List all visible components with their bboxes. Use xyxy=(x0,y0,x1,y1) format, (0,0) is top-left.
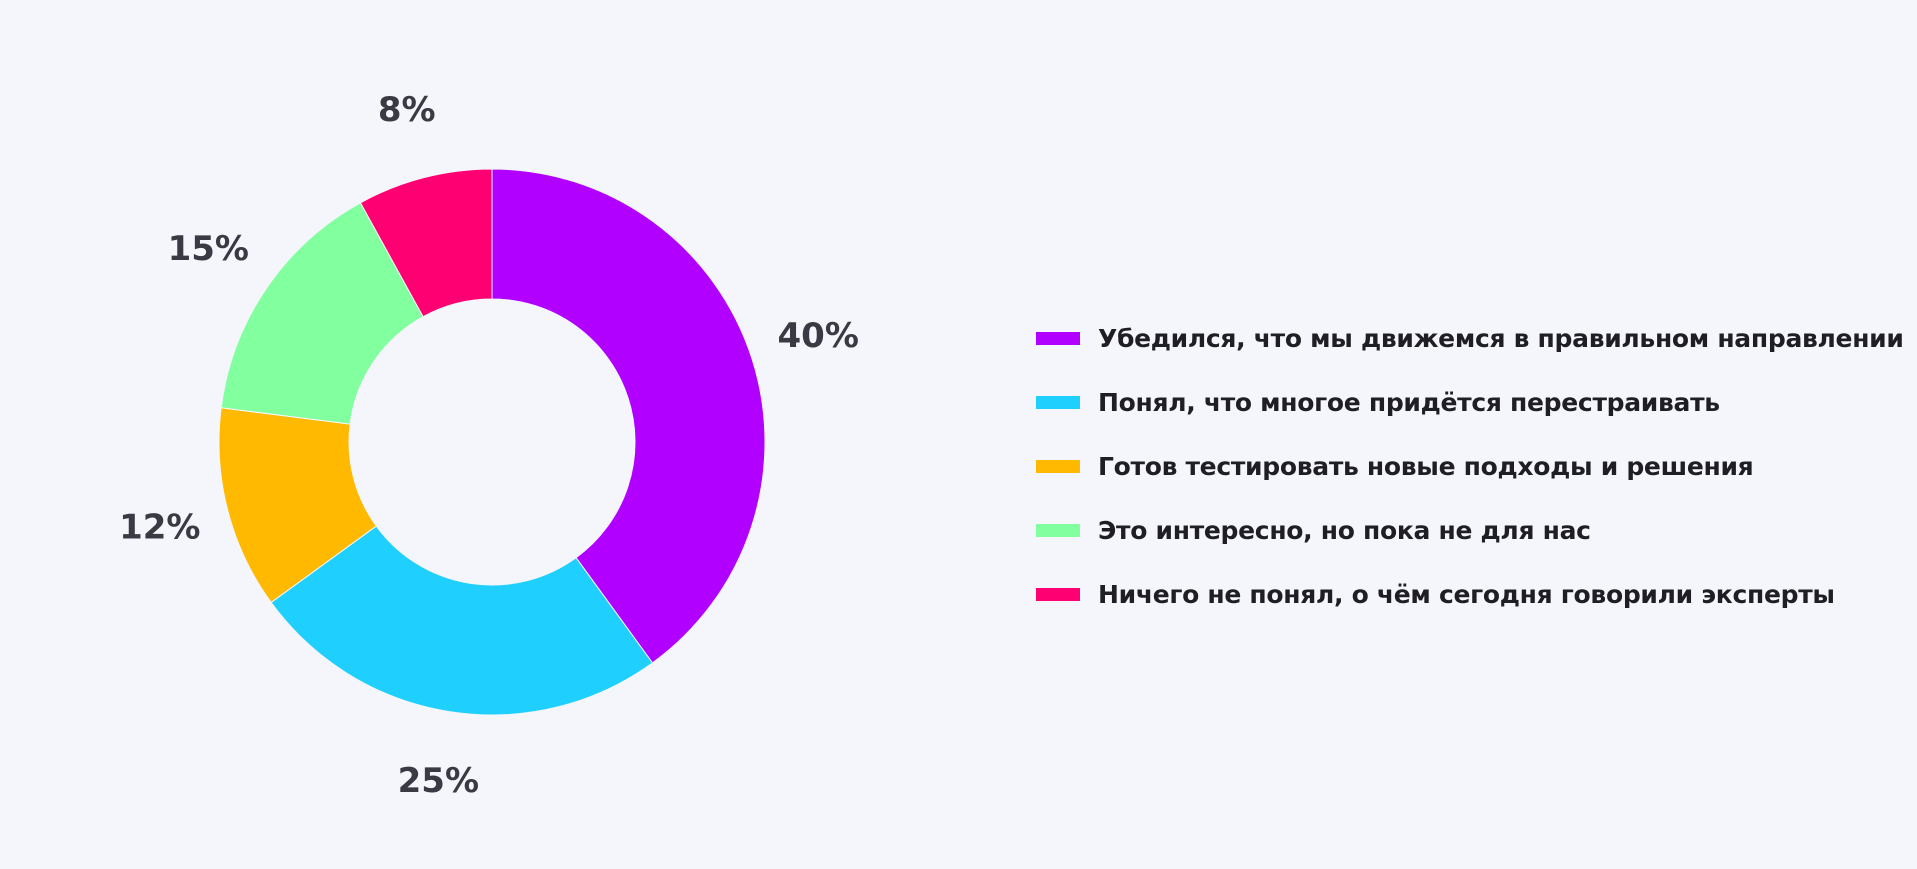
slice-value-label: 25% xyxy=(398,761,479,801)
slice-value-label: 15% xyxy=(168,229,249,269)
legend: Убедился, что мы движемся в правильном н… xyxy=(1036,322,1906,642)
donut-slice xyxy=(270,525,654,716)
legend-item: Ничего не понял, о чём сегодня говорили … xyxy=(1036,578,1906,610)
donut-slice xyxy=(359,168,493,318)
legend-swatch xyxy=(1036,459,1080,473)
donut-chart: 40% 25% 12% 15% 8% xyxy=(119,90,859,801)
slice-value-label: 12% xyxy=(119,507,200,547)
donut-slice xyxy=(491,168,766,664)
legend-swatch xyxy=(1036,395,1080,409)
legend-label: Ничего не понял, о чём сегодня говорили … xyxy=(1098,579,1835,609)
legend-label: Это интересно, но пока не для нас xyxy=(1098,515,1591,545)
legend-item: Это интересно, но пока не для нас xyxy=(1036,514,1906,546)
legend-label: Готов тестировать новые подходы и решени… xyxy=(1098,451,1754,481)
legend-label: Понял, что многое придётся перестраивать xyxy=(1098,387,1720,417)
legend-swatch xyxy=(1036,331,1080,345)
legend-item: Убедился, что мы движемся в правильном н… xyxy=(1036,322,1906,354)
slice-value-label: 8% xyxy=(378,90,436,130)
legend-swatch xyxy=(1036,523,1080,537)
slice-value-label: 40% xyxy=(778,316,859,356)
legend-item: Готов тестировать новые подходы и решени… xyxy=(1036,450,1906,482)
donut-slice xyxy=(220,202,424,425)
legend-label: Убедился, что мы движемся в правильном н… xyxy=(1098,323,1904,353)
legend-item: Понял, что многое придётся перестраивать xyxy=(1036,386,1906,418)
legend-swatch xyxy=(1036,587,1080,601)
